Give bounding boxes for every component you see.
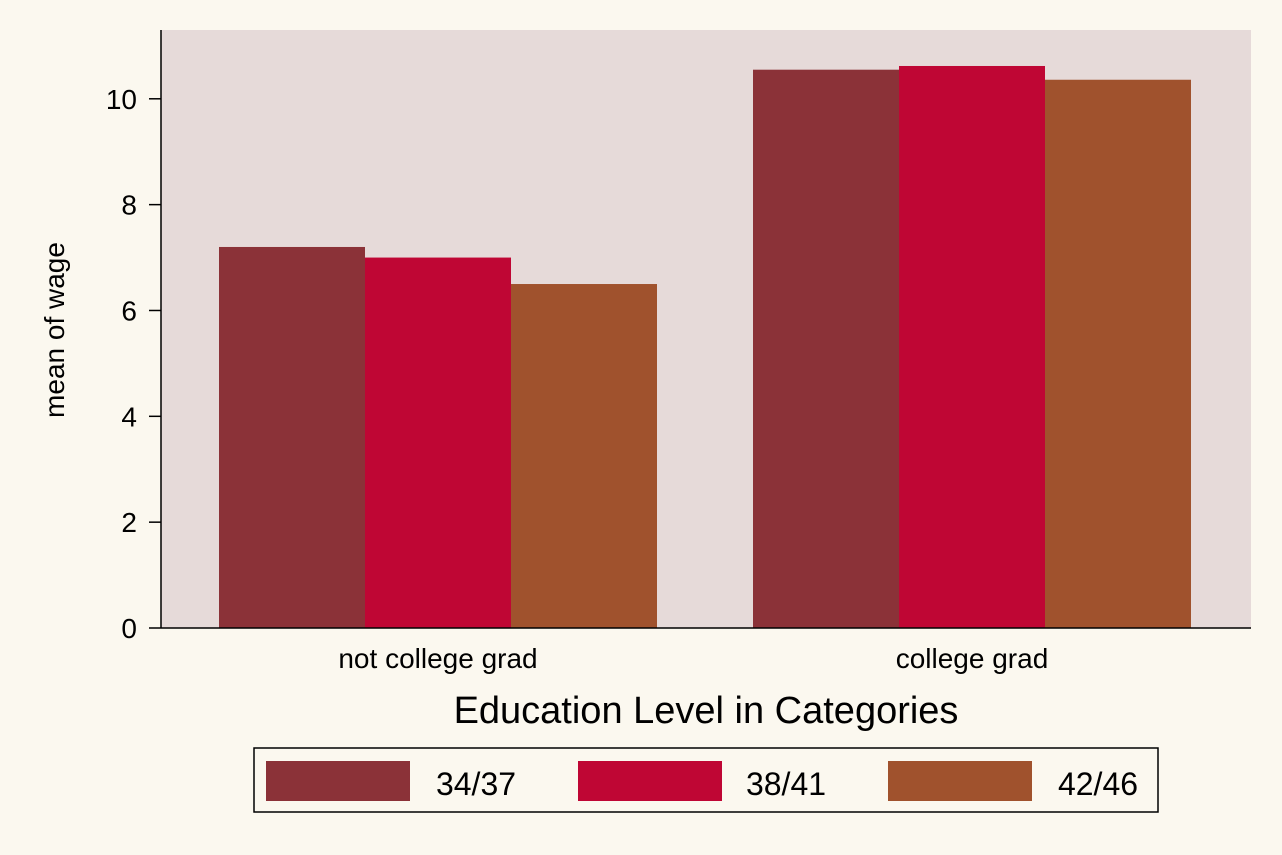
y-tick-label: 8 bbox=[121, 190, 137, 221]
y-axis: 0 2 4 6 8 10 bbox=[106, 30, 162, 644]
bar bbox=[1045, 79, 1191, 629]
legend: 34/37 38/41 42/46 bbox=[253, 747, 1159, 813]
y-tick-label: 0 bbox=[121, 613, 137, 644]
legend-label: 38/41 bbox=[746, 766, 826, 802]
x-category-label: college grad bbox=[896, 643, 1049, 674]
legend-swatch bbox=[888, 761, 1032, 801]
bars-group bbox=[219, 65, 1191, 629]
bar bbox=[219, 246, 365, 628]
x-axis: not college grad college grad bbox=[161, 627, 1251, 674]
y-tick-label: 10 bbox=[106, 84, 137, 115]
y-tick-label: 2 bbox=[121, 507, 137, 538]
y-axis-title: mean of wage bbox=[39, 242, 70, 418]
bar bbox=[365, 257, 511, 628]
bar bbox=[753, 69, 899, 629]
legend-label: 34/37 bbox=[436, 766, 516, 802]
legend-swatch bbox=[578, 761, 722, 801]
x-category-label: not college grad bbox=[338, 643, 537, 674]
bar bbox=[511, 284, 657, 628]
legend-label: 42/46 bbox=[1058, 766, 1138, 802]
legend-swatch bbox=[266, 761, 410, 801]
x-axis-title: Education Level in Categories bbox=[454, 690, 959, 732]
bar bbox=[899, 65, 1045, 628]
y-tick-label: 6 bbox=[121, 295, 137, 326]
y-tick-label: 4 bbox=[121, 401, 137, 432]
